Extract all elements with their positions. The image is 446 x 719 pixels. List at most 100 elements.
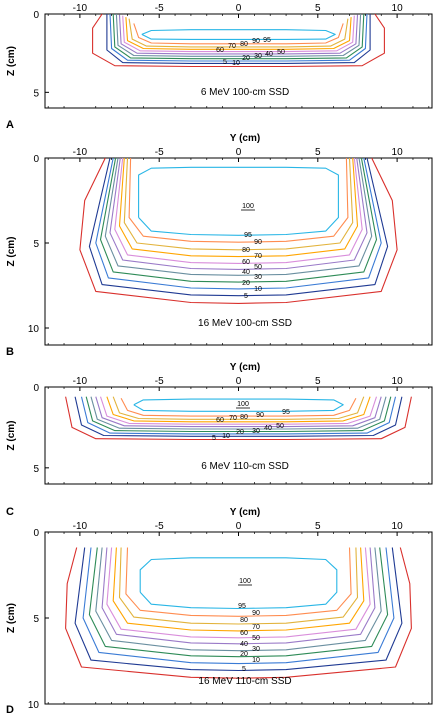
panel-a-xtick-label: 5 <box>315 3 321 14</box>
panel-b-ytick-label: 0 <box>33 154 39 165</box>
panel-c-xlabel: Y (cm) <box>230 362 260 373</box>
panel-a-isodose-10 <box>106 14 371 64</box>
panel-a-isodose-60 <box>122 15 355 53</box>
panel-c-iso-label: 100 <box>237 401 249 408</box>
panel-c-isodose-10 <box>74 396 403 437</box>
panel-b-isodose-50 <box>109 157 368 270</box>
panel-c-isodose-30 <box>85 396 392 433</box>
panel-d-iso-label: 20 <box>240 651 248 658</box>
panel-d-ytick-label: 5 <box>33 614 39 625</box>
panel-d-xtick-label: -5 <box>155 521 164 532</box>
panel-d-isodose-40 <box>95 547 382 652</box>
panel-c-isodose-80 <box>112 396 365 420</box>
panel-a-ytick-label: 5 <box>33 88 39 99</box>
panel-a-isodose-95 <box>141 29 336 40</box>
panel-d-isodose-10 <box>74 547 403 672</box>
panel-c-isodose-70 <box>106 396 371 423</box>
panel-c-iso-label: 90 <box>256 412 264 419</box>
panel-b-iso-label: 60 <box>242 259 250 266</box>
panel-a-xtick-label: 0 <box>236 3 242 14</box>
panel-a-iso-label: 50 <box>277 49 285 56</box>
panel-a-iso-label: 95 <box>263 37 271 44</box>
panel-c-xtick-label: -10 <box>73 376 88 387</box>
panel-a-iso-label: 90 <box>252 38 260 45</box>
panel-a-xtick-label: -5 <box>155 3 164 14</box>
panel-d-xtick-label: -10 <box>73 521 88 532</box>
panel-d-isodose-30 <box>88 547 389 658</box>
panel-c-ylabel: Z (cm) <box>6 421 17 451</box>
panel-a-iso-label: 5 <box>223 59 227 66</box>
panel-b-isodose-20 <box>95 157 382 290</box>
panel-a-iso-label: 10 <box>232 60 240 67</box>
panel-d-iso-label: 70 <box>252 624 260 631</box>
panel-b-xtick-label: 5 <box>315 147 321 158</box>
panel-b-iso-label: 5 <box>244 293 248 300</box>
panel-b-isodose-30 <box>99 157 378 283</box>
panel-a-isodose-80 <box>128 18 349 48</box>
panel-b-iso-label: 90 <box>254 239 262 246</box>
panel-a-iso-label: 30 <box>254 53 262 60</box>
panel-d-caption: 16 MeV 110-cm SSD <box>198 676 291 687</box>
panel-c-iso-label: 50 <box>276 423 284 430</box>
panel-a-isodose-50 <box>118 14 359 55</box>
panel-b-letter: B <box>6 346 14 358</box>
panel-c-iso-label: 40 <box>264 425 272 432</box>
panel-d-ylabel: Z (cm) <box>6 603 17 633</box>
panel-b-iso-label: 80 <box>242 247 250 254</box>
panel-a-iso-label: 60 <box>216 47 224 54</box>
panel-d-iso-label: 40 <box>240 641 248 648</box>
panel-d-iso-label: 90 <box>252 610 260 617</box>
panel-d-iso-label: 80 <box>240 617 248 624</box>
panel-c-isodose-5 <box>65 396 412 441</box>
panel-c-letter: C <box>6 506 14 518</box>
panel-b-iso-label: 50 <box>254 264 262 271</box>
panel-d-iso-label: 5 <box>242 666 246 673</box>
panel-a-xtick-label: -10 <box>73 3 88 14</box>
panel-b-xtick-label: 10 <box>392 147 404 158</box>
panel-d-iso-label: 30 <box>252 646 260 653</box>
panel-c-isodose-50 <box>95 396 382 428</box>
panel-a-xtick-label: 10 <box>392 3 404 14</box>
panel-d-ytick-label: 10 <box>28 700 40 711</box>
panel-c-isodose-90 <box>120 398 357 417</box>
panel-c-isodose-60 <box>99 396 378 425</box>
panel-a-isodose-30 <box>112 13 365 60</box>
panel-b-caption: 16 MeV 100-cm SSD <box>198 318 292 329</box>
panel-c-isodose-95 <box>133 398 344 412</box>
panel-d-xtick-label: 5 <box>315 521 321 532</box>
panel-a-iso-label: 40 <box>265 51 273 58</box>
panel-a-letter: A <box>6 119 14 131</box>
panel-d-isodose-50 <box>101 547 376 645</box>
panel-c-xtick-label: -5 <box>155 376 164 387</box>
panel-c-iso-label: 60 <box>216 417 224 424</box>
panel-c-iso-label: 80 <box>240 414 248 421</box>
panel-b-isodose-5 <box>79 157 398 304</box>
panel-d-xlabel: Y (cm) <box>230 507 260 518</box>
panel-c-xtick-label: 10 <box>392 376 404 387</box>
panel-d-isodose-80 <box>118 547 359 625</box>
panel-d-isodose-95 <box>139 557 338 610</box>
panel-b-ytick-label: 5 <box>33 239 39 250</box>
panel-c-caption: 6 MeV 110-cm SSD <box>201 461 289 472</box>
panel-d-iso-label: 100 <box>239 578 251 585</box>
panel-b-iso-label: 10 <box>254 286 262 293</box>
panel-a-caption: 6 MeV 100-cm SSD <box>201 87 289 98</box>
panel-d-isodose-20 <box>82 547 395 665</box>
panel-a-ytick-label: 0 <box>33 10 39 21</box>
panel-d-isodose-5 <box>65 547 412 679</box>
panel-b-ytick-label: 10 <box>28 324 40 335</box>
panel-c-xtick-label: 5 <box>315 376 321 387</box>
panel-d-iso-label: 50 <box>252 635 260 642</box>
panel-b-isodose-80 <box>123 157 354 251</box>
panel-d-ytick-label: 0 <box>33 528 39 539</box>
panel-b-isodose-40 <box>104 157 373 276</box>
panel-b-iso-label: 100 <box>242 203 254 210</box>
panel-b-iso-label: 70 <box>254 253 262 260</box>
panel-c-iso-label: 20 <box>236 429 244 436</box>
panel-a-iso-label: 20 <box>242 55 250 62</box>
panel-c-iso-label: 5 <box>212 435 216 442</box>
panel-b-iso-label: 95 <box>244 232 252 239</box>
panel-c-iso-label: 70 <box>229 415 237 422</box>
panel-b-xlabel: Y (cm) <box>230 133 260 144</box>
